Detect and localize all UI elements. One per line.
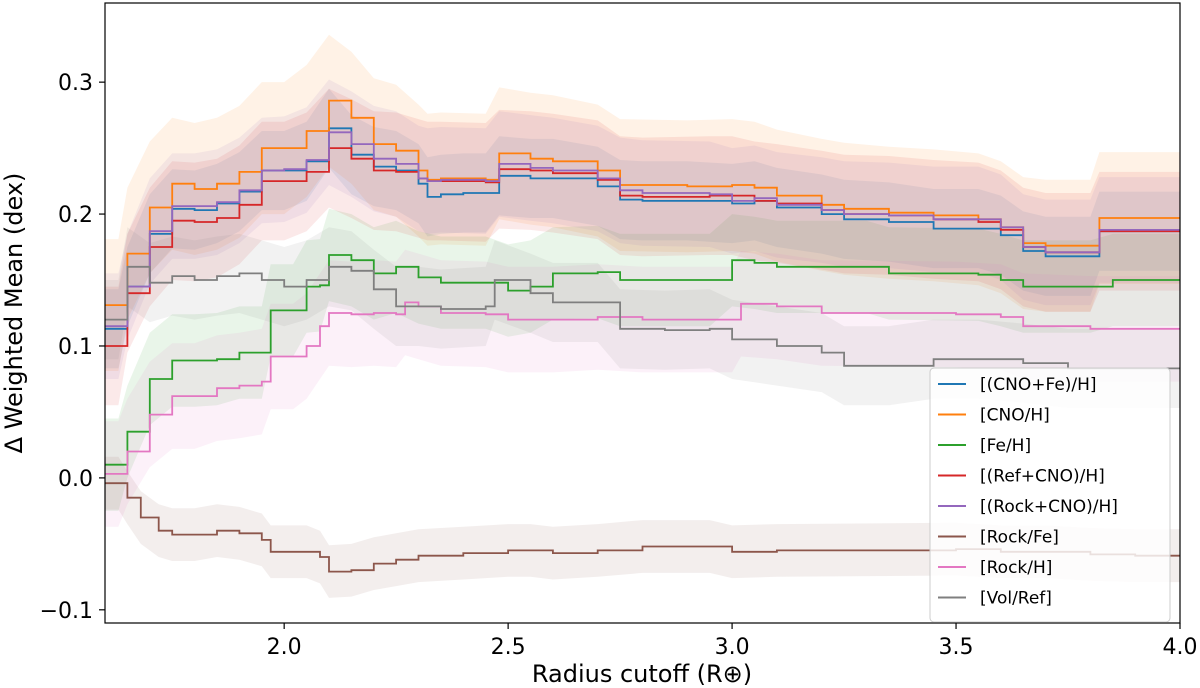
- y-tick-label: 0.3: [58, 71, 93, 96]
- legend-label-cno-fe-h: [(CNO+Fe)/H]: [980, 375, 1097, 395]
- y-tick-label: 0.2: [58, 203, 93, 228]
- series-line-vol-ref: [105, 265, 1180, 370]
- series-line-fe-h: [105, 254, 1180, 466]
- x-axis-ticks: 2.0 2.5 3.0 3.5 4.0: [267, 623, 1198, 660]
- series-line-cno-fe-h: [105, 127, 1180, 330]
- legend-label-cno-h: [CNO/H]: [980, 406, 1050, 426]
- x-tick-label: 2.5: [491, 635, 526, 660]
- legend-label-ref-cno-h: [(Ref+CNO)/H]: [980, 467, 1105, 487]
- y-tick-label: 0.0: [58, 467, 93, 492]
- plot-frame: [104, 2, 1181, 624]
- legend-label-rock-cno-h: [(Rock+CNO)/H]: [980, 497, 1118, 517]
- legend-label-vol-ref: [Vol/Ref]: [980, 589, 1052, 609]
- legend: [(CNO+Fe)/H] [CNO/H] [Fe/H] [(Ref+CNO)/H] [(…: [929, 367, 1171, 623]
- band-rock-h: [105, 249, 1180, 527]
- band-rock-fe: [105, 456, 1180, 598]
- y-axis-label: Δ Weighted Mean (dex): [0, 173, 28, 454]
- y-tick-label: −0.1: [40, 599, 93, 624]
- series-line-rock-cno-h: [105, 131, 1180, 328]
- x-tick-label: 4.0: [1163, 635, 1198, 660]
- x-tick-label: 3.5: [939, 635, 974, 660]
- series-lines: [105, 99, 1180, 573]
- legend-label-rock-h: [Rock/H]: [980, 558, 1052, 578]
- legend-label-rock-fe: [Rock/Fe]: [980, 528, 1059, 548]
- legend-box: [929, 367, 1171, 623]
- x-tick-label: 3.0: [715, 635, 750, 660]
- series-line-rock-h: [105, 301, 1180, 475]
- y-axis-ticks: −0.1 0.0 0.1 0.2 0.3: [40, 71, 105, 624]
- y-tick-label: 0.1: [58, 335, 93, 360]
- x-tick-label: 2.0: [267, 635, 302, 660]
- series-line-rock-fe: [105, 482, 1180, 573]
- x-axis-label: Radius cutoff (R⊕): [532, 660, 752, 688]
- legend-label-fe-h: [Fe/H]: [980, 436, 1031, 456]
